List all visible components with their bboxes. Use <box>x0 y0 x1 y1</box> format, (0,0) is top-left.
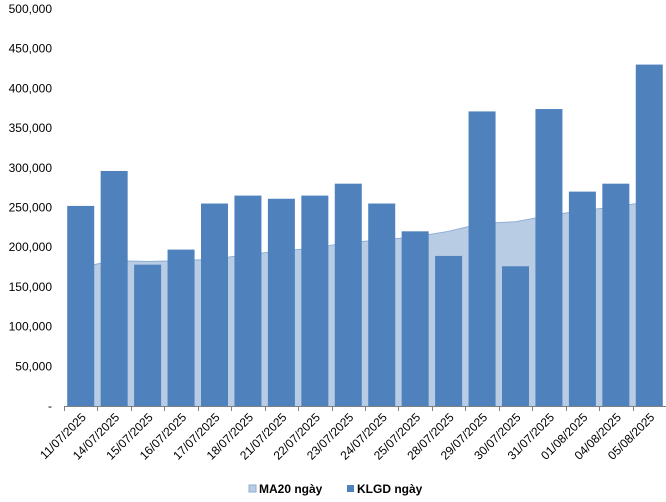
legend: MA20 ngày KLGD ngày <box>248 482 423 496</box>
klgd-bar <box>201 203 228 406</box>
y-tick-label: 250,000 <box>9 201 53 215</box>
klgd-bar <box>635 64 663 406</box>
y-tick-label: 50,000 <box>15 359 52 373</box>
klgd-bar <box>368 203 396 406</box>
y-tick-label: 500,000 <box>9 2 53 16</box>
y-axis-tick-labels: - 50,000 100,000 150,000 200,000 250,000 300,0… <box>9 2 53 413</box>
klgd-bar <box>435 255 463 406</box>
klgd-bar <box>267 198 295 406</box>
klgd-bar <box>334 183 362 406</box>
klgd-bar <box>301 195 329 406</box>
legend-swatch-ma20 <box>248 484 257 493</box>
legend-swatch-klgd <box>347 485 354 492</box>
klgd-bar <box>568 191 596 406</box>
klgd-bar <box>468 111 496 407</box>
legend-label-ma20: MA20 ngày <box>259 482 323 496</box>
y-tick-label: 100,000 <box>9 320 53 334</box>
y-tick-label: 150,000 <box>9 280 53 294</box>
klgd-bar <box>602 183 630 406</box>
y-tick-label: 400,000 <box>9 81 53 95</box>
klgd-bar <box>167 249 195 406</box>
klgd-bar <box>134 264 162 406</box>
klgd-bar <box>502 266 529 406</box>
y-tick-label: 350,000 <box>9 121 53 135</box>
x-axis-tick-labels: 11/07/202514/07/202515/07/202516/07/2025… <box>37 410 658 463</box>
klgd-bar <box>234 195 262 406</box>
klgd-bar <box>401 231 429 406</box>
klgd-bar <box>67 205 95 406</box>
klgd-bar <box>100 170 128 406</box>
legend-label-klgd: KLGD ngày <box>357 482 423 496</box>
x-axis-ticks <box>64 406 634 411</box>
y-tick-label: 200,000 <box>9 240 53 254</box>
y-tick-label: 450,000 <box>9 42 53 56</box>
y-tick-label: - <box>48 399 52 413</box>
y-tick-label: 300,000 <box>9 161 53 175</box>
klgd-bar <box>535 109 563 406</box>
klgd-bar-layer <box>67 64 663 407</box>
